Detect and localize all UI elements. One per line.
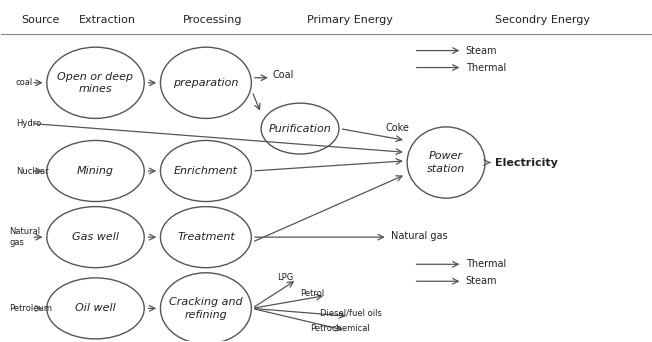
Text: Open or deep
mines: Open or deep mines [57,71,134,94]
Text: Thermal: Thermal [466,259,506,269]
Text: Processing: Processing [183,15,243,25]
Text: Thermal: Thermal [466,63,506,73]
Text: Steam: Steam [466,276,497,286]
Text: Natural gas: Natural gas [391,231,447,241]
Text: Treatment: Treatment [177,232,235,242]
Text: Steam: Steam [466,45,497,56]
Text: LPG: LPG [277,273,293,282]
Text: Coke: Coke [386,122,409,133]
Text: Natural
gas: Natural gas [9,227,40,247]
Text: Power
station: Power station [427,151,466,174]
Text: Petrol: Petrol [300,289,324,298]
Text: Electricity: Electricity [495,158,557,168]
Text: Oil well: Oil well [75,303,116,313]
Text: Petroleum: Petroleum [9,304,52,313]
Text: Enrichment: Enrichment [174,166,238,176]
Text: Coal: Coal [273,70,294,80]
Text: preparation: preparation [173,78,239,88]
Text: Extraction: Extraction [80,15,136,25]
Text: Purification: Purification [269,123,331,134]
Text: coal: coal [16,78,33,87]
Text: Source: Source [21,15,59,25]
Text: Mining: Mining [77,166,114,176]
Text: Diesel/fuel oils: Diesel/fuel oils [319,309,381,318]
Text: Primary Energy: Primary Energy [306,15,393,25]
Text: Petrochemical: Petrochemical [310,324,370,333]
Text: Nuclear: Nuclear [16,167,48,175]
Text: Gas well: Gas well [72,232,119,242]
Text: Secondry Energy: Secondry Energy [495,15,590,25]
Text: Hydro: Hydro [16,119,41,128]
Text: Cracking and
refining: Cracking and refining [169,297,243,319]
